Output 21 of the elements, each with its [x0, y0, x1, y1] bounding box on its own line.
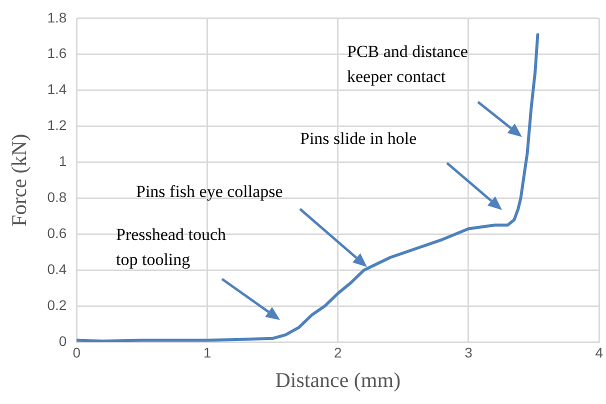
annotation: Pins slide in hole — [300, 128, 418, 150]
y-tick-label: 1.8 — [47, 9, 67, 26]
x-tick-label: 4 — [595, 344, 604, 360]
x-tick-label: 3 — [464, 344, 473, 360]
x-tick-label: 1 — [203, 344, 212, 360]
annotation: Presshead touch top tooling — [116, 224, 226, 271]
x-tick-label: 0 — [72, 344, 81, 360]
x-axis-title: Distance (mm) — [275, 368, 401, 392]
y-tick-label: 1.6 — [47, 45, 67, 62]
annotation: Pins fish eye collapse — [136, 181, 284, 203]
x-tick-label: 2 — [334, 344, 342, 360]
y-tick-label: 1 — [58, 153, 67, 170]
y-tick-label: 0.4 — [47, 260, 67, 277]
y-tick-label: 0.2 — [47, 296, 67, 313]
y-tick-label: 0.8 — [47, 189, 67, 206]
y-tick-label: 1.2 — [47, 117, 67, 134]
y-tick-label: 0.6 — [47, 224, 67, 241]
y-tick-label: 0 — [58, 332, 67, 349]
y-axis-title: Force (kN) — [7, 134, 32, 227]
y-tick-label: 1.4 — [47, 81, 67, 98]
annotation: PCB and distance keeper contact — [347, 41, 469, 88]
